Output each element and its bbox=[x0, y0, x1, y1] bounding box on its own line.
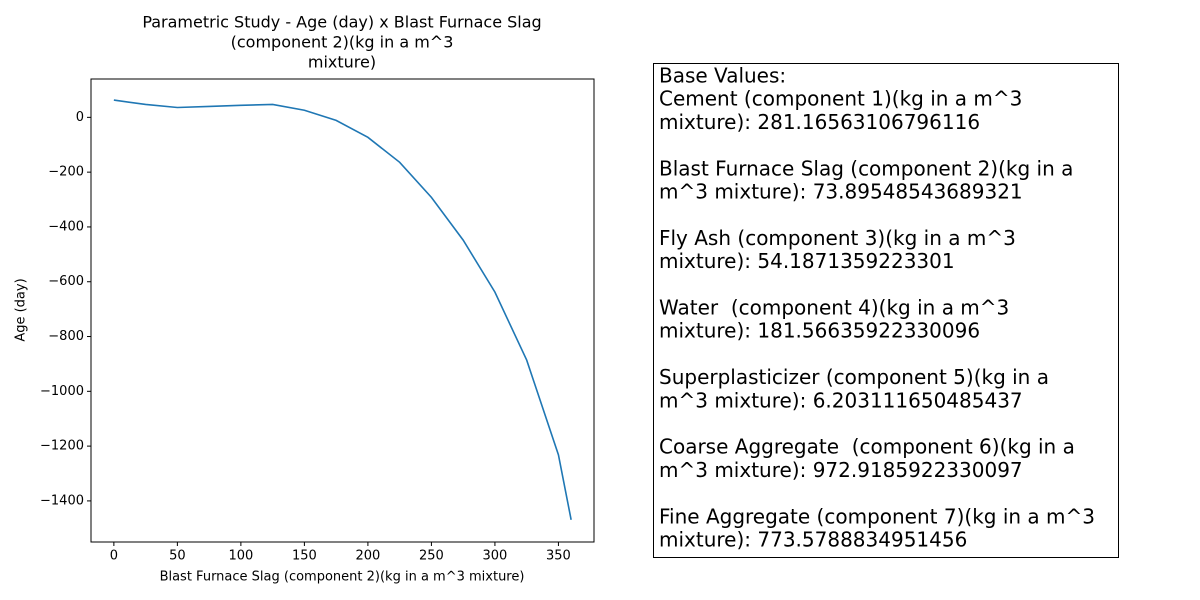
x-tick-label: 100 bbox=[228, 549, 253, 564]
box-line: m^3 mixture): 73.89548543689321 bbox=[659, 180, 1023, 204]
x-tick-label: 200 bbox=[355, 549, 380, 564]
box-line: Fine Aggregate (component 7)(kg in a m^3 bbox=[659, 504, 1095, 528]
x-tick-label: 250 bbox=[419, 549, 444, 564]
y-tick-label: −1000 bbox=[40, 384, 84, 399]
box-line: m^3 mixture): 6.203111650485437 bbox=[659, 388, 1023, 412]
y-tick-label: −200 bbox=[48, 165, 84, 180]
y-tick-label: 0 bbox=[76, 110, 84, 125]
text-box bbox=[653, 63, 1119, 558]
y-tick-label: −400 bbox=[48, 219, 84, 234]
box-line: Blast Furnace Slag (component 2)(kg in a bbox=[659, 156, 1073, 180]
x-axis-label: Blast Furnace Slag (component 2)(kg in a… bbox=[160, 570, 525, 585]
box-title: Base Values: bbox=[659, 64, 786, 88]
data-line bbox=[113, 99, 572, 520]
box-line: Coarse Aggregate (component 6)(kg in a bbox=[659, 435, 1075, 459]
plot-frame bbox=[90, 78, 595, 543]
y-tick-label: −800 bbox=[48, 329, 84, 344]
y-tick-label: −600 bbox=[48, 274, 84, 289]
chart-title: Parametric Study - Age (day) x Blast Fur… bbox=[142, 13, 541, 32]
box-line: Cement (component 1)(kg in a m^3 bbox=[659, 87, 1022, 111]
y-axis-label: Age (day) bbox=[14, 278, 29, 341]
chart-title: (component 2)(kg in a m^3 bbox=[231, 33, 454, 52]
y-tick-label: −1400 bbox=[40, 493, 84, 508]
box-line: Fly Ash (component 3)(kg in a m^3 bbox=[659, 226, 1016, 250]
x-tick-label: 300 bbox=[483, 549, 508, 564]
box-line: mixture): 54.1871359223301 bbox=[659, 249, 955, 273]
box-line: mixture): 181.56635922330096 bbox=[659, 319, 980, 343]
x-tick-label: 150 bbox=[292, 549, 317, 564]
x-tick-label: 350 bbox=[546, 549, 571, 564]
box-line: Water (component 4)(kg in a m^3 bbox=[659, 296, 1009, 320]
box-line: m^3 mixture): 972.9185922330097 bbox=[659, 458, 1023, 482]
x-tick-label: 0 bbox=[110, 549, 118, 564]
y-tick-label: −1200 bbox=[40, 439, 84, 454]
chart-title: mixture) bbox=[308, 53, 376, 72]
box-line: mixture): 773.5788834951456 bbox=[659, 528, 967, 552]
x-tick-label: 50 bbox=[169, 549, 186, 564]
box-line: Superplasticizer (component 5)(kg in a bbox=[659, 365, 1049, 389]
box-line: mixture): 281.16563106796116 bbox=[659, 110, 980, 134]
